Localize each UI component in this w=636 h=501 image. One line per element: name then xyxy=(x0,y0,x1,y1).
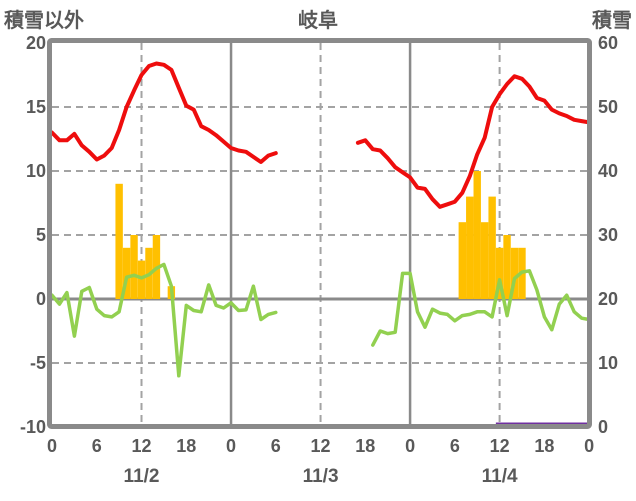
left-axis-tick-label: -5 xyxy=(29,353,46,373)
red-line-series xyxy=(50,61,592,209)
date-label: 11/2 xyxy=(123,466,160,487)
hour-tick-label: 0 xyxy=(405,436,416,456)
left-axis-tick-label: 20 xyxy=(25,33,46,53)
precip-bar xyxy=(115,183,123,299)
right-axis-tick-label: 0 xyxy=(598,417,609,437)
right-axis-tick-label: 50 xyxy=(598,97,619,117)
precip-bar xyxy=(137,260,146,299)
hour-tick-label: 6 xyxy=(270,436,281,456)
plot-border xyxy=(47,38,592,429)
precip-bar xyxy=(122,247,131,299)
green-line-series xyxy=(50,262,591,378)
right-axis-tick-label: 30 xyxy=(598,225,619,245)
hour-tick-label: 6 xyxy=(449,436,460,456)
hour-tick-label: 18 xyxy=(176,436,197,456)
left-axis-tick-label: 0 xyxy=(35,289,46,309)
right-axis-tick-label: 20 xyxy=(598,289,619,309)
hour-tick-label: 0 xyxy=(584,436,595,456)
chart-title: 岐阜 xyxy=(298,10,338,32)
hour-tick-label: 12 xyxy=(489,436,510,456)
left-axis-title: 積雪以外 xyxy=(4,10,84,32)
precip-bar xyxy=(488,196,496,299)
hour-tick-label: 12 xyxy=(310,436,331,456)
precip-bar xyxy=(480,222,489,299)
hour-tick-label: 0 xyxy=(226,436,237,456)
left-axis-tick-label: 15 xyxy=(25,97,46,117)
date-label: 11/4 xyxy=(481,466,518,487)
left-axis-tick-label: -10 xyxy=(19,417,46,437)
left-axis-tick-label: 5 xyxy=(35,225,46,245)
hour-tick-label: 12 xyxy=(131,436,152,456)
right-axis-tick-label: 60 xyxy=(598,33,619,53)
hour-tick-label: 0 xyxy=(46,436,57,456)
hour-tick-label: 18 xyxy=(355,436,376,456)
precip-bar xyxy=(458,222,466,299)
precip-bar xyxy=(466,196,474,299)
precip-bar xyxy=(510,247,519,299)
left-axis-tick-label: 10 xyxy=(25,161,46,181)
hour-tick-label: 6 xyxy=(91,436,102,456)
right-axis-tick-label: 10 xyxy=(598,353,619,373)
precip-bar xyxy=(130,235,138,299)
precip-bar xyxy=(503,235,511,299)
precip-bar xyxy=(495,247,504,299)
right-axis-tick-label: 40 xyxy=(598,161,619,181)
hour-tick-label: 18 xyxy=(534,436,555,456)
date-label: 11/3 xyxy=(302,466,339,487)
precip-bar xyxy=(473,171,481,299)
right-axis-title: 積雪 xyxy=(592,10,632,32)
